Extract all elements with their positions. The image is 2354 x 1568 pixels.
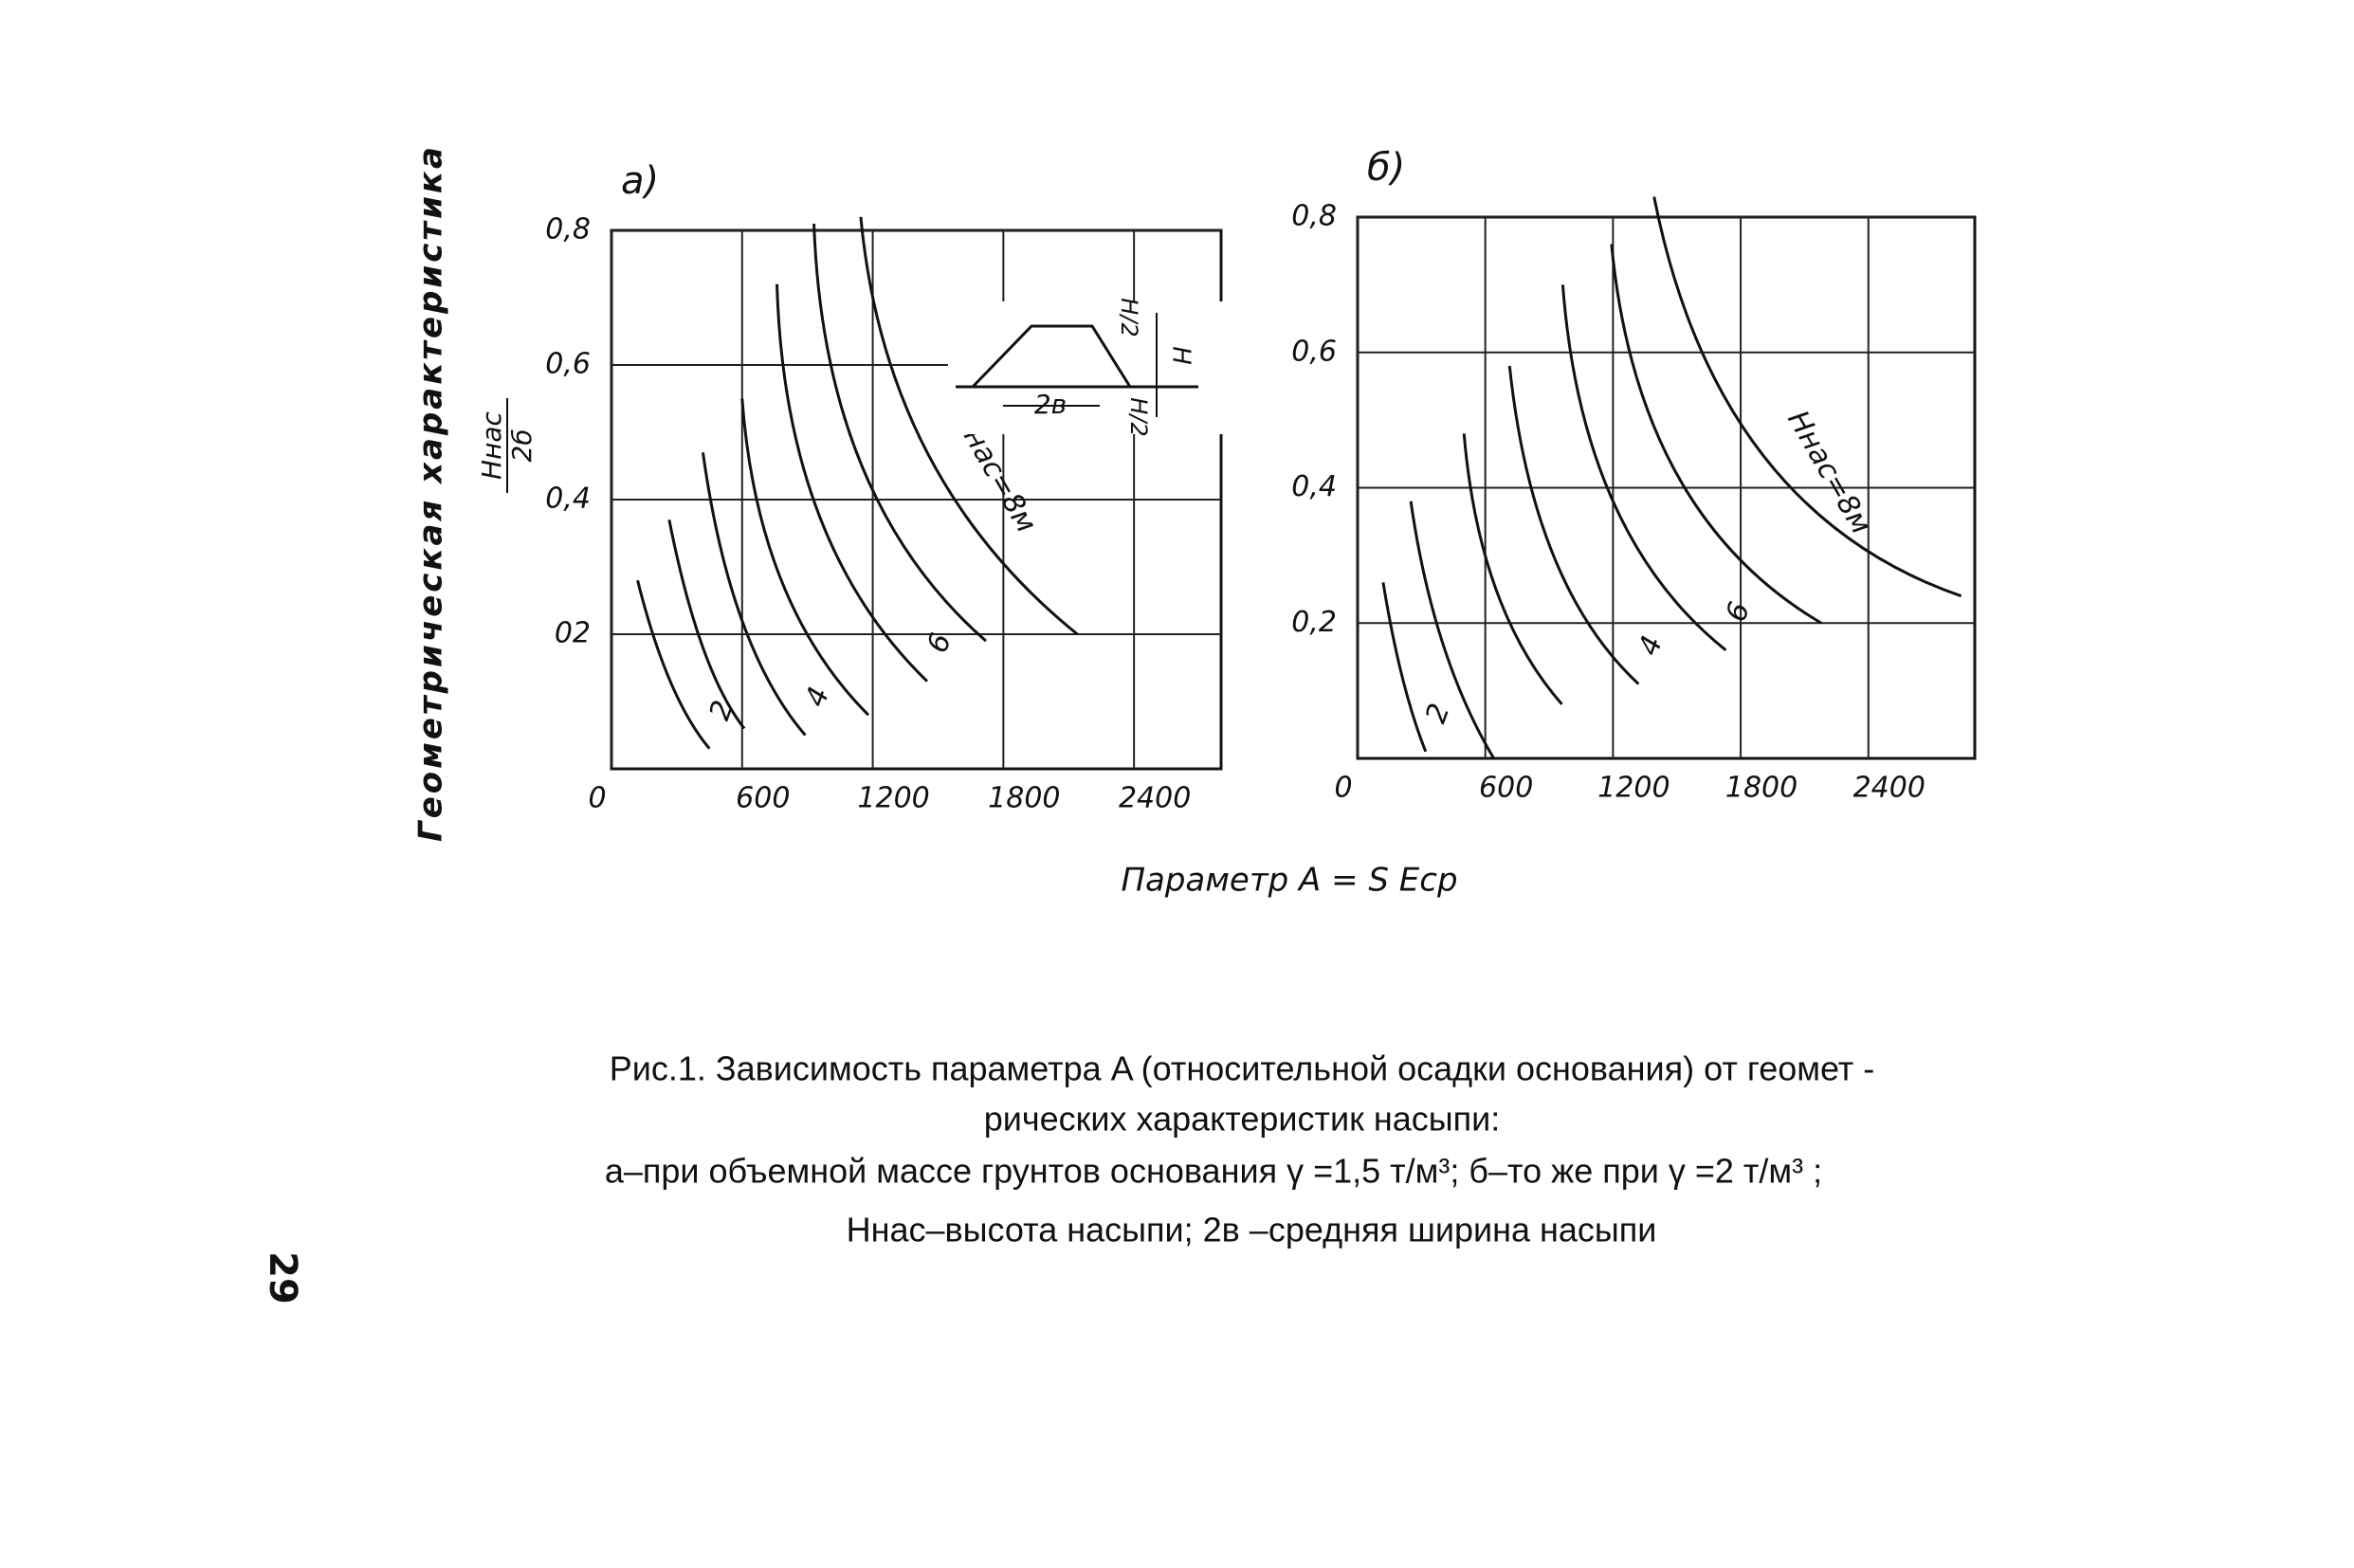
curve xyxy=(1409,501,1495,759)
y-fraction-den: 2б xyxy=(506,428,538,462)
curve-label: 6 xyxy=(1720,598,1757,627)
y-tick-label: 0,8 xyxy=(1291,200,1337,233)
curve-label: 4 xyxy=(799,683,836,711)
x-axis-label: Параметр A = S Eср xyxy=(1121,862,1457,900)
y-fraction-num: Hнас xyxy=(476,410,507,480)
curve xyxy=(859,216,1079,636)
x-tick-label: 2400 xyxy=(1119,782,1191,815)
caption-line: Рис.1. Зависимость параметра A (относите… xyxy=(610,1049,1875,1088)
inset-label: 2в xyxy=(1034,389,1067,420)
curve xyxy=(667,520,746,730)
x-tick-label: 600 xyxy=(1479,772,1533,805)
curve-label: 4 xyxy=(1633,631,1670,660)
y-tick-label: 0,4 xyxy=(545,483,591,516)
inset-label: H/2 xyxy=(1116,298,1142,337)
curve xyxy=(812,223,987,643)
y-tick-label: 0,4 xyxy=(1291,470,1337,503)
caption-line: Hнас–высота насыпи; 2в –средняя ширина н… xyxy=(847,1211,1657,1249)
inset-bg xyxy=(948,301,1223,434)
x-tick-label: 1200 xyxy=(1597,772,1670,805)
curve xyxy=(1381,582,1428,753)
inset-label: H/2 xyxy=(1125,397,1152,436)
curve-label: 2 xyxy=(1419,700,1456,728)
panel-label: б) xyxy=(1367,146,1405,190)
curve xyxy=(1507,365,1640,685)
y-tick-label: 0,6 xyxy=(1291,335,1337,368)
curve xyxy=(740,398,870,717)
x-tick-label: 0 xyxy=(588,782,606,815)
curve xyxy=(1462,433,1563,705)
x-tick-label: 1200 xyxy=(857,782,929,815)
curve xyxy=(701,452,807,737)
x-tick-label: 0 xyxy=(1334,772,1352,805)
y-tick-label: 0,6 xyxy=(545,348,591,381)
page-number: 29 xyxy=(261,1251,304,1304)
caption-line: рических характеристик насыпи: xyxy=(984,1100,1501,1139)
y-axis-label: Геометрическая характеристика xyxy=(412,144,450,842)
curve xyxy=(1560,284,1727,651)
curve xyxy=(636,579,711,750)
curve xyxy=(1652,196,1962,598)
curve-label: 2 xyxy=(703,696,740,724)
curve-label: 6 xyxy=(921,629,958,657)
x-tick-label: 600 xyxy=(736,782,790,815)
inset-label: H xyxy=(1167,346,1195,365)
curve xyxy=(776,283,929,683)
y-tick-label: 0,2 xyxy=(1291,606,1337,639)
y-tick-label: 02 xyxy=(555,617,591,650)
curve-label: Hнас=8м xyxy=(1780,405,1877,539)
embankment xyxy=(971,324,1132,389)
curve xyxy=(1610,244,1822,625)
inset: 2в H/2 H H/2 xyxy=(948,298,1223,437)
panel-label: а) xyxy=(621,159,659,203)
y-tick-label: 0,8 xyxy=(545,213,591,246)
x-tick-label: 2400 xyxy=(1853,772,1925,805)
x-tick-label: 1800 xyxy=(1725,772,1797,805)
caption-line: а–при объемной массе грунтов основания γ… xyxy=(605,1152,1822,1191)
x-tick-label: 1800 xyxy=(988,782,1060,815)
